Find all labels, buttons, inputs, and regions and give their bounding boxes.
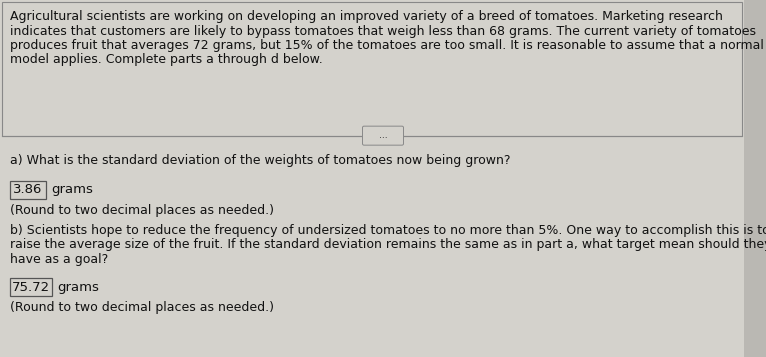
- Text: have as a goal?: have as a goal?: [10, 253, 108, 266]
- Text: b) Scientists hope to reduce the frequency of undersized tomatoes to no more tha: b) Scientists hope to reduce the frequen…: [10, 223, 766, 237]
- Text: (Round to two decimal places as needed.): (Round to two decimal places as needed.): [10, 203, 274, 217]
- Text: grams: grams: [57, 281, 99, 294]
- Bar: [10, 278, 52, 296]
- Bar: [744, 0, 766, 357]
- Text: model applies. Complete parts a through d below.: model applies. Complete parts a through …: [10, 54, 322, 66]
- Text: produces fruit that averages 72 grams, but 15% of the tomatoes are too small. It: produces fruit that averages 72 grams, b…: [10, 39, 764, 52]
- Text: 3.86: 3.86: [13, 183, 43, 196]
- FancyBboxPatch shape: [362, 126, 404, 145]
- Text: a) What is the standard deviation of the weights of tomatoes now being grown?: a) What is the standard deviation of the…: [10, 154, 510, 167]
- Text: Agricultural scientists are working on developing an improved variety of a breed: Agricultural scientists are working on d…: [10, 10, 723, 23]
- Text: ...: ...: [378, 131, 388, 140]
- Text: (Round to two decimal places as needed.): (Round to two decimal places as needed.): [10, 301, 274, 314]
- Bar: [2, 2, 742, 136]
- Text: 75.72: 75.72: [12, 281, 50, 294]
- Text: raise the average size of the fruit. If the standard deviation remains the same : raise the average size of the fruit. If …: [10, 238, 766, 251]
- Text: indicates that customers are likely to bypass tomatoes that weigh less than 68 g: indicates that customers are likely to b…: [10, 25, 756, 37]
- Text: grams: grams: [51, 183, 93, 196]
- Bar: [10, 181, 46, 198]
